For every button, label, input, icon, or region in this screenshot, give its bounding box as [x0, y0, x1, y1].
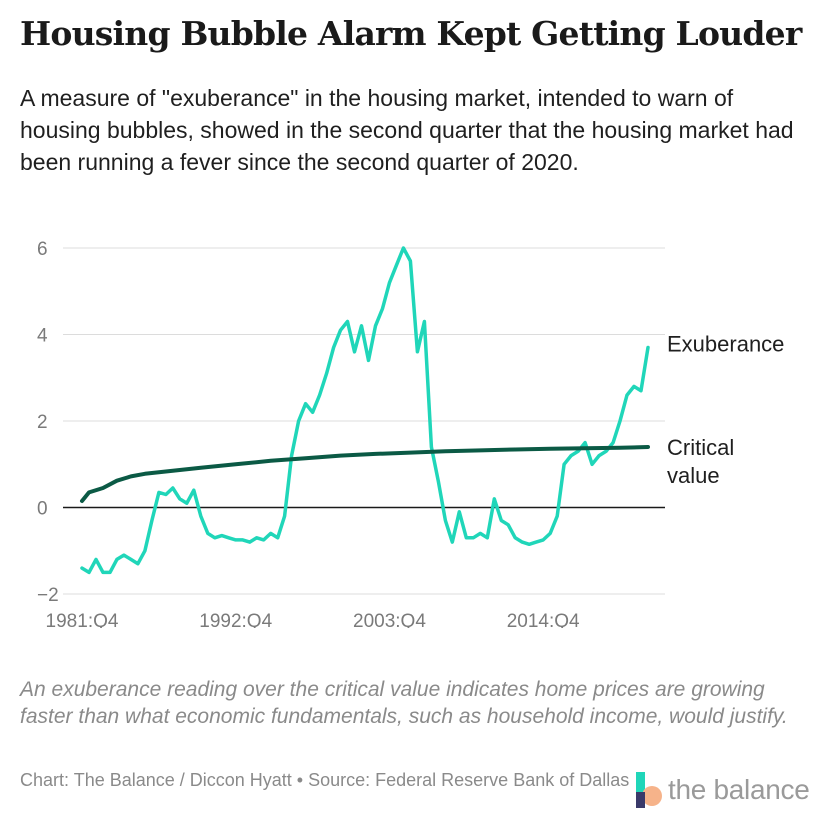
y-tick-label: 2: [37, 412, 48, 433]
grid-lines: [63, 247, 665, 595]
series-labels: Exuberance Critical value: [667, 331, 784, 487]
x-tick-label: 2003:Q4: [353, 611, 426, 628]
chart-title: Housing Bubble Alarm Kept Getting Louder: [20, 14, 802, 53]
x-tick-label: 1992:Q4: [199, 611, 272, 628]
y-tick-label: 4: [37, 326, 48, 347]
y-axis-tick-labels: −2 0 2 4 6: [37, 239, 59, 606]
series-label-critical-value: Critical value: [667, 435, 734, 488]
y-tick-label: 6: [37, 239, 48, 260]
chart-credit: Chart: The Balance / Diccon Hyatt • Sour…: [20, 770, 630, 790]
series-lines: [80, 246, 650, 575]
logo-mark-icon: [634, 772, 662, 808]
x-axis-tick-labels: 1981:Q4 1992:Q4 2003:Q4 2014:Q4: [46, 611, 581, 628]
chart-subtitle: A measure of "exuberance" in the housing…: [20, 85, 794, 175]
logo-text: the balance: [668, 774, 810, 805]
brand-logo: the balance: [634, 772, 810, 808]
y-tick-label: 0: [37, 499, 48, 520]
critical-value-line: [80, 445, 650, 503]
x-tick-label: 1981:Q4: [46, 611, 119, 628]
y-tick-label: −2: [37, 585, 59, 606]
series-label-exuberance: Exuberance: [667, 331, 784, 356]
line-chart: −2 0 2 4 6 1981:Q4 1992:Q4 2003:Q4 2014:Q4 Exub…: [37, 239, 784, 628]
x-tick-label: 2014:Q4: [507, 611, 580, 628]
chart-footnote: An exuberance reading over the critical …: [20, 678, 788, 728]
exuberance-line: [80, 246, 650, 575]
